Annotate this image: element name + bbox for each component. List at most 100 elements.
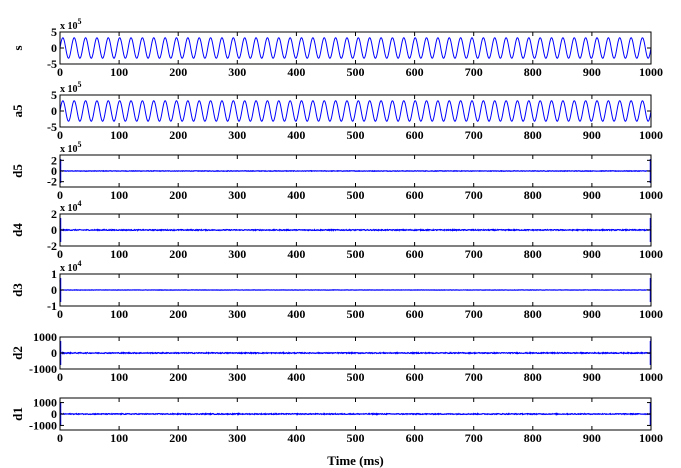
s-ytick-label-1: 0 [51, 41, 57, 55]
d3-ytick-label-0: 1 [51, 267, 57, 281]
d1-series-line [59, 412, 652, 416]
d4-xtick-label-600: 600 [406, 247, 424, 261]
d3-xtick-label-900: 900 [583, 307, 601, 321]
d1-xtick-label-900: 900 [583, 431, 601, 445]
x-axis-label: Time (ms) [327, 453, 383, 468]
d2-xtick-label-0: 0 [57, 370, 63, 384]
d2-xtick-label-500: 500 [347, 370, 365, 384]
panel-d2: 0 100 200 300 400 500 600 700 800 900 100010000-10… [10, 330, 663, 384]
s-xtick-label-900: 900 [583, 65, 601, 79]
a5-ylabel: a5 [10, 104, 25, 118]
a5-xtick-label-600: 600 [406, 128, 424, 142]
d4-ytick-label-1: 0 [51, 223, 57, 237]
s-ytick-label-2: -5 [47, 57, 57, 71]
d5-ytick-label-0: 2 [51, 153, 57, 167]
d2-xtick-label-600: 600 [406, 370, 424, 384]
d2-xtick-label-700: 700 [465, 370, 483, 384]
d5-xtick-label-500: 500 [347, 188, 365, 202]
d5-xtick-label-200: 200 [169, 188, 187, 202]
a5-xtick-label-200: 200 [169, 128, 187, 142]
d5-series-line [59, 169, 652, 173]
d3-xtick-label-700: 700 [465, 307, 483, 321]
d3-xtick-label-500: 500 [347, 307, 365, 321]
d1-xtick-label-100: 100 [110, 431, 128, 445]
d1-xtick-label-800: 800 [524, 431, 542, 445]
d2-xtick-label-100: 100 [110, 370, 128, 384]
d5-xtick-label-1000: 1000 [639, 188, 663, 202]
s-xtick-label-200: 200 [169, 65, 187, 79]
d3-ylabel: d3 [10, 283, 25, 297]
d1-xtick-label-1000: 1000 [639, 431, 663, 445]
d1-ytick-label-1: 0 [51, 407, 57, 421]
s-xtick-label-500: 500 [347, 65, 365, 79]
d4-xtick-label-500: 500 [347, 247, 365, 261]
s-ytick-label-0: 5 [51, 25, 57, 39]
s-xtick-label-100: 100 [110, 65, 128, 79]
d4-ytick-label-0: 2 [51, 207, 57, 221]
d5-xtick-label-100: 100 [110, 188, 128, 202]
d4-exponent-label: x 104 [60, 199, 82, 214]
d2-xtick-label-200: 200 [169, 370, 187, 384]
d5-xtick-label-0: 0 [57, 188, 63, 202]
d5-ytick-label-1: 0 [51, 164, 57, 178]
d2-ytick-label-0: 1000 [33, 330, 57, 344]
panel-a5: 0 100 200 300 400 500 600 700 800 900 100050-5a5x … [10, 80, 663, 142]
s-xtick-label-0: 0 [57, 65, 63, 79]
a5-ytick-label-1: 0 [51, 104, 57, 118]
d2-xtick-label-800: 800 [524, 370, 542, 384]
d2-ytick-label-1: 0 [51, 346, 57, 360]
s-xtick-label-400: 400 [287, 65, 305, 79]
s-xtick-label-700: 700 [465, 65, 483, 79]
s-xtick-label-300: 300 [228, 65, 246, 79]
d4-xtick-label-300: 300 [228, 247, 246, 261]
d5-xtick-label-900: 900 [583, 188, 601, 202]
s-exponent-label: x 105 [60, 17, 82, 32]
a5-xtick-label-1000: 1000 [639, 128, 663, 142]
d1-ytick-label-0: 1000 [33, 396, 57, 410]
d3-xtick-label-300: 300 [228, 307, 246, 321]
d2-ytick-label-2: -1000 [29, 362, 57, 376]
panel-d1: 0 100 200 300 400 500 600 700 800 900 100010000-10… [10, 396, 663, 445]
d3-exponent-label: x 104 [60, 259, 82, 274]
d2-series-line [59, 338, 652, 355]
d5-xtick-label-600: 600 [406, 188, 424, 202]
s-ylabel: s [10, 45, 25, 50]
a5-xtick-label-400: 400 [287, 128, 305, 142]
d2-xtick-label-1000: 1000 [639, 370, 663, 384]
d5-xtick-label-300: 300 [228, 188, 246, 202]
d5-ytick-label-2: -2 [47, 175, 57, 189]
d3-xtick-label-200: 200 [169, 307, 187, 321]
panel-d4: 0 100 200 300 400 500 600 700 800 900 100020-2d4x … [10, 199, 663, 261]
panel-d5: 0 100 200 300 400 500 600 700 800 900 100020-2d5x … [10, 140, 663, 202]
d4-xtick-label-200: 200 [169, 247, 187, 261]
d3-series-line [59, 280, 652, 291]
d4-xtick-label-700: 700 [465, 247, 483, 261]
a5-xtick-label-800: 800 [524, 128, 542, 142]
s-xtick-label-1000: 1000 [639, 65, 663, 79]
d1-xtick-label-400: 400 [287, 431, 305, 445]
d3-xtick-label-100: 100 [110, 307, 128, 321]
d1-xtick-label-600: 600 [406, 431, 424, 445]
a5-xtick-label-300: 300 [228, 128, 246, 142]
d1-ylabel: d1 [10, 407, 25, 421]
d5-xtick-label-400: 400 [287, 188, 305, 202]
d4-series-line [59, 225, 652, 232]
d4-xtick-label-400: 400 [287, 247, 305, 261]
s-xtick-label-600: 600 [406, 65, 424, 79]
d2-xtick-label-900: 900 [583, 370, 601, 384]
d3-xtick-label-400: 400 [287, 307, 305, 321]
d1-xtick-label-700: 700 [465, 431, 483, 445]
a5-xtick-label-700: 700 [465, 128, 483, 142]
d3-xtick-label-0: 0 [57, 307, 63, 321]
d1-xtick-label-200: 200 [169, 431, 187, 445]
d2-ylabel: d2 [10, 346, 25, 360]
d4-xtick-label-100: 100 [110, 247, 128, 261]
s-series-line [59, 37, 652, 59]
d4-ylabel: d4 [10, 223, 25, 237]
a5-exponent-label: x 105 [60, 80, 82, 95]
d4-xtick-label-1000: 1000 [639, 247, 663, 261]
d5-ylabel: d5 [10, 164, 25, 178]
d5-exponent-label: x 105 [60, 140, 82, 155]
